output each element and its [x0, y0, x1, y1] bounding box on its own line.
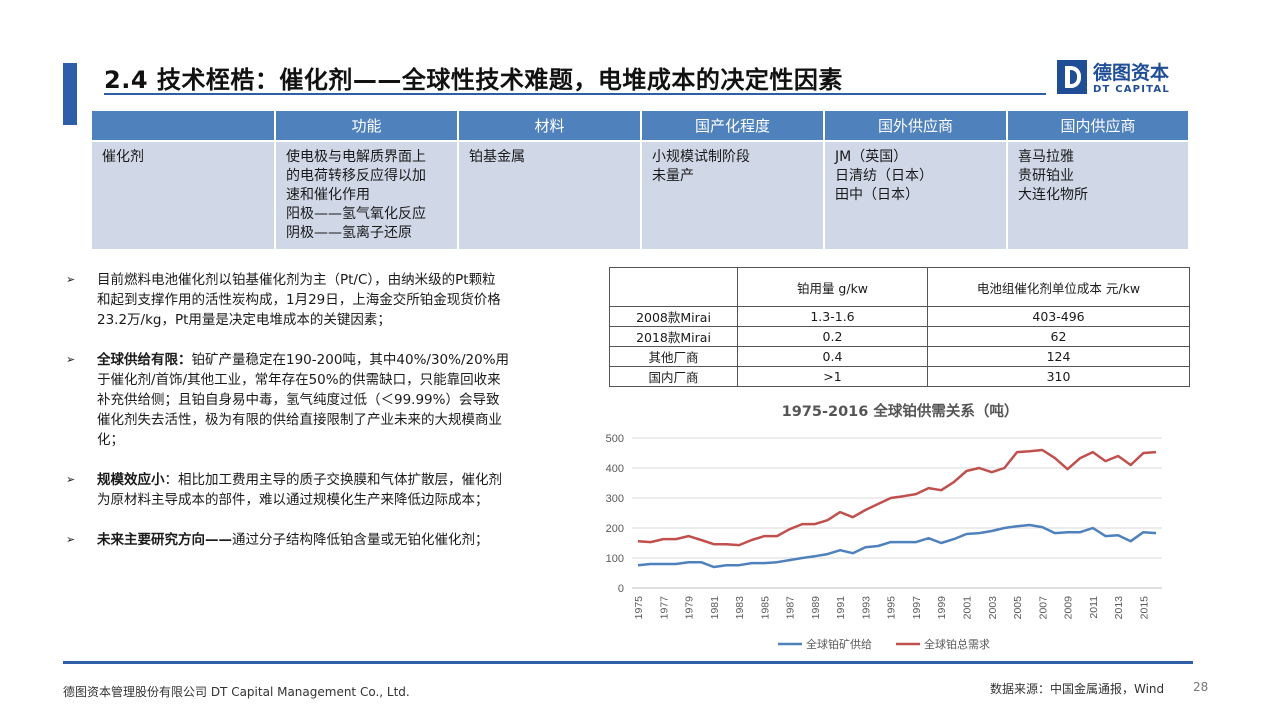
x-tick-label: 2005 — [1012, 596, 1024, 620]
arrow-bullet-icon: ➢ — [66, 473, 76, 486]
x-tick-label: 1997 — [911, 596, 923, 620]
x-tick-label: 2003 — [987, 596, 999, 620]
bullet-list: ➢ 目前燃料电池催化剂以铂基催化剂为主（Pt/C），由纳米级的Pt颗粒 和起到支… — [66, 270, 581, 570]
material-cell: 铂基金属 — [458, 140, 642, 249]
domestic-supplier-cell: 喜马拉雅 贵研铂业 大连化物所 — [1007, 140, 1188, 249]
y-tick-label: 500 — [606, 433, 624, 445]
title-divider — [104, 93, 1046, 95]
x-tick-label: 1977 — [658, 596, 670, 620]
x-tick-label: 1999 — [936, 596, 948, 620]
arrow-bullet-icon: ➢ — [66, 273, 76, 286]
x-tick-label: 1995 — [886, 596, 898, 620]
x-tick-label: 2009 — [1063, 596, 1075, 620]
slide-title: 2.4 技术桎梏：催化剂——全球性技术难题，电堆成本的决定性因素 — [104, 66, 843, 94]
bullet-item: ➢ 目前燃料电池催化剂以铂基催化剂为主（Pt/C），由纳米级的Pt颗粒 和起到支… — [66, 272, 501, 328]
header-cell: 国外供应商 — [824, 111, 1008, 141]
header-cell: 铂用量 g/kw — [737, 267, 928, 307]
bullet-item: ➢ 未来主要研究方向——通过分子结构降低铂含量或无铂化催化剂； — [66, 532, 489, 548]
legend-label: 全球铂矿供给 — [806, 637, 872, 651]
chart-title: 1975-2016 全球铂供需关系（吨） — [781, 404, 1019, 420]
page-number: 28 — [1193, 680, 1209, 694]
platinum-cost-table: 铂用量 g/kw 电池组催化剂单位成本 元/kw 2008款Mirai 1.3-… — [609, 267, 1190, 387]
header-cell — [609, 267, 738, 307]
row-name-cell: 催化剂 — [92, 140, 276, 249]
header-cell: 国内供应商 — [1007, 111, 1188, 141]
x-tick-label: 1985 — [759, 596, 771, 620]
x-tick-label: 2007 — [1037, 596, 1049, 620]
catalyst-overview-table: 功能 材料 国产化程度 国外供应商 国内供应商 催化剂 使电极与电解质界面上 的… — [92, 111, 1188, 249]
table-row: 2008款Mirai 1.3-1.6 403-496 — [609, 306, 1190, 327]
x-tick-label: 1989 — [810, 596, 822, 620]
header-cell: 国产化程度 — [641, 111, 825, 141]
logo-name-en: DT CAPITAL — [1093, 84, 1170, 95]
foreign-supplier-cell: JM（英国） 日清纺（日本） 田中（日本） — [824, 140, 1008, 249]
x-tick-label: 2011 — [1088, 596, 1100, 619]
x-tick-label: 1993 — [860, 596, 872, 620]
table-header-row: 功能 材料 国产化程度 国外供应商 国内供应商 — [92, 111, 1188, 141]
header-cell: 功能 — [275, 111, 459, 141]
series-line-supply — [637, 523, 1157, 569]
localization-cell: 小规模试制阶段 未量产 — [641, 140, 825, 249]
x-tick-label: 2013 — [1113, 596, 1125, 620]
function-cell: 使电极与电解质界面上 的电荷转移反应得以加 速和催化作用 阳极——氢气氧化反应 … — [275, 140, 459, 249]
table-row: 催化剂 使电极与电解质界面上 的电荷转移反应得以加 速和催化作用 阳极——氢气氧… — [92, 140, 1188, 249]
y-tick-label: 300 — [606, 493, 624, 505]
x-tick-label: 2015 — [1138, 596, 1150, 620]
arrow-bullet-icon: ➢ — [66, 533, 76, 546]
y-tick-label: 0 — [618, 583, 624, 595]
legend-label: 全球铂总需求 — [924, 637, 990, 651]
x-tick-label: 1991 — [835, 596, 847, 620]
series-line-demand — [637, 448, 1157, 547]
header-cell: 电池组催化剂单位成本 元/kw — [927, 267, 1190, 307]
x-tick-label: 1983 — [734, 596, 746, 620]
supply-demand-line-chart: 0 100 200 300 400 500 1975 1977 1979 1981 1983 1985… — [606, 433, 1162, 651]
table-row: 其他厂商 0.4 124 — [609, 346, 1190, 367]
table-row: 国内厂商 >1 310 — [609, 366, 1190, 387]
header-cell — [92, 111, 276, 141]
bullet-item: ➢ 规模效应小：相比加工费用主导的质子交换膜和气体扩散层，催化剂 为原材料主导成… — [66, 472, 502, 508]
x-tick-label: 1975 — [633, 596, 645, 620]
table-row: 2018款Mirai 0.2 62 — [609, 326, 1190, 347]
footer-source: 数据来源：中国金属通报，Wind — [990, 682, 1165, 696]
arrow-bullet-icon: ➢ — [66, 353, 76, 366]
x-tick-label: 2001 — [961, 596, 973, 620]
x-tick-label: 1981 — [709, 596, 721, 620]
x-tick-label: 1987 — [785, 596, 797, 620]
header-cell: 材料 — [458, 111, 642, 141]
logo-name-cn: 德图资本 — [1093, 62, 1170, 84]
bullet-item: ➢ 全球供给有限：铂矿产量稳定在190-200吨，其中40%/30%/20%用 … — [66, 352, 510, 448]
company-logo: 德图资本 DT CAPITAL — [1057, 60, 1177, 98]
table-header-row: 铂用量 g/kw 电池组催化剂单位成本 元/kw — [609, 267, 1190, 307]
y-tick-label: 400 — [606, 463, 624, 475]
x-tick-label: 1979 — [684, 596, 696, 620]
y-tick-label: 100 — [606, 553, 624, 565]
footer-company: 德图资本管理股份有限公司 DT Capital Management Co., … — [63, 685, 410, 699]
logo-mark-icon — [1057, 60, 1087, 94]
footer-divider — [63, 661, 1193, 664]
y-tick-label: 200 — [606, 523, 624, 535]
title-accent-bar — [63, 63, 77, 125]
